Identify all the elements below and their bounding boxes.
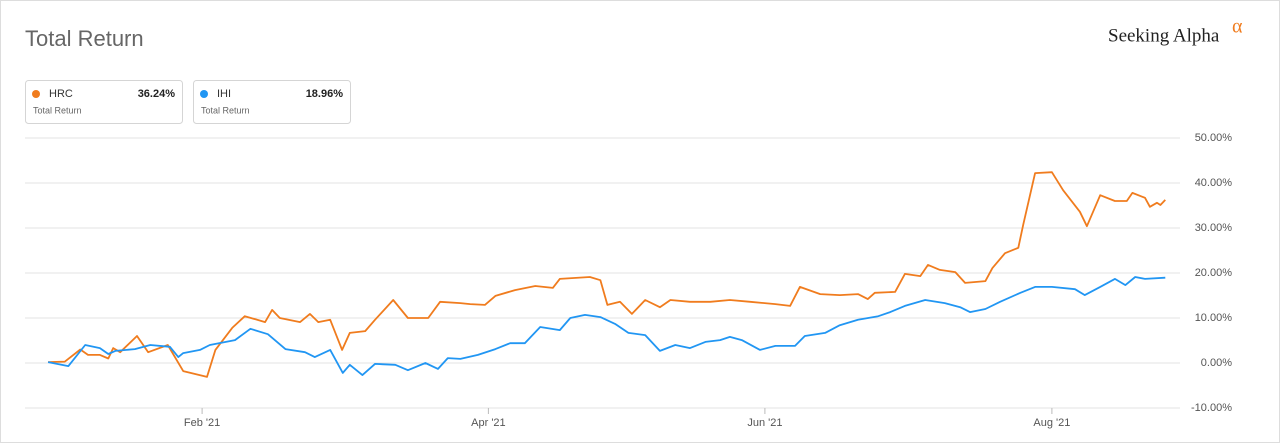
legend-item: IHI 18.96% Total Return <box>193 80 351 124</box>
y-tick-label: 30.00% <box>1195 222 1233 234</box>
chart-title: Total Return <box>25 26 144 51</box>
y-tick-label: 0.00% <box>1201 357 1232 369</box>
y-tick-label: 50.00% <box>1195 132 1233 144</box>
logo-mark: α <box>1232 16 1243 38</box>
y-tick-label: 20.00% <box>1195 267 1233 279</box>
legend-item: HRC 36.24% Total Return <box>25 80 183 124</box>
x-tick-label: Aug '21 <box>1033 417 1070 429</box>
legend-name: HRC <box>49 88 73 100</box>
legend-sublabel: Total Return <box>201 105 250 115</box>
logo: Seeking Alpha <box>1108 25 1220 46</box>
legend-marker <box>200 90 208 98</box>
legend-value: 36.24% <box>138 88 176 100</box>
x-tick-label: Feb '21 <box>184 417 220 429</box>
series-line <box>48 171 1166 378</box>
legend-value: 18.96% <box>306 88 344 100</box>
y-tick-label: 40.00% <box>1195 177 1233 189</box>
legend-name: IHI <box>217 88 231 100</box>
x-tick-label: Jun '21 <box>747 417 782 429</box>
series-line <box>47 276 1166 376</box>
legend-sublabel: Total Return <box>33 105 82 115</box>
y-tick-label: -10.00% <box>1191 402 1232 414</box>
legend-marker <box>32 90 40 98</box>
x-tick-label: Apr '21 <box>471 417 506 429</box>
legend-box <box>25 80 183 124</box>
legend-box <box>193 80 351 124</box>
y-tick-label: 10.00% <box>1195 312 1233 324</box>
